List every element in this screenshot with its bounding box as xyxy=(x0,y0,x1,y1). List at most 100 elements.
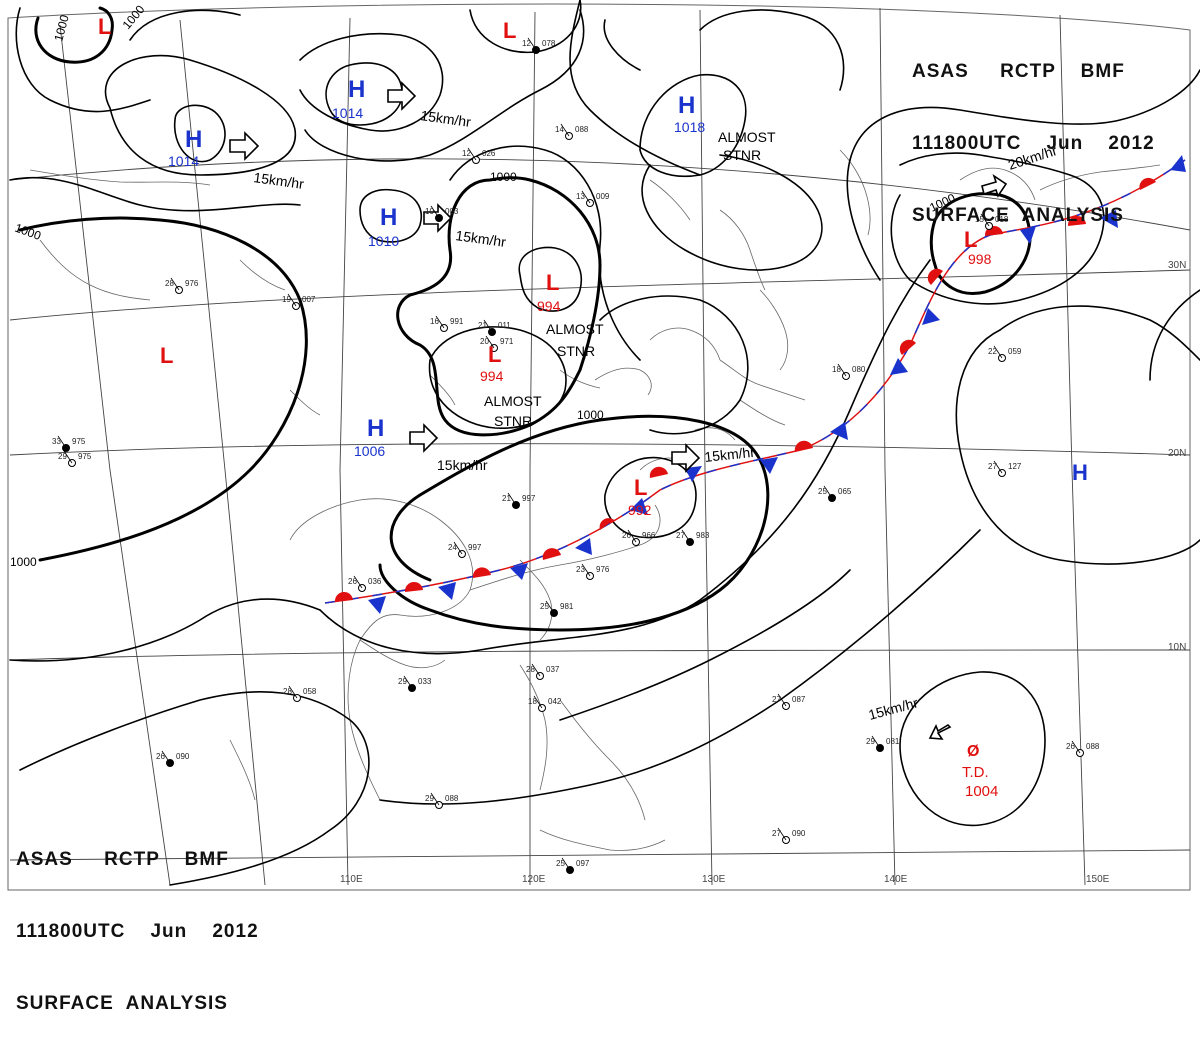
isobars xyxy=(9,0,1200,886)
header-line-time: 111800UTC Jun 2012 xyxy=(912,133,1155,154)
station-plot: 14 088 xyxy=(555,123,589,140)
station-temp: 12 xyxy=(522,39,531,48)
station-pressure: 088 xyxy=(1086,742,1100,751)
header-line-station: ASAS RCTP BMF xyxy=(16,849,229,870)
station-plot: 13 009 xyxy=(576,190,610,207)
isobar-label: 1000 xyxy=(120,2,148,32)
wind-barb xyxy=(545,600,555,614)
wind-barb xyxy=(531,663,541,677)
station-temp: 29 xyxy=(398,677,407,686)
station-temp: 21 xyxy=(478,321,487,330)
station-temp: 12 xyxy=(462,149,471,158)
motion-speed-label: 15km/hr xyxy=(704,444,756,465)
wind-barb xyxy=(507,492,517,506)
station-pressure: 976 xyxy=(596,565,610,574)
wind-barb xyxy=(871,735,881,749)
motion-arrows xyxy=(229,81,1008,740)
station-pressure: 991 xyxy=(450,317,464,326)
wind-barb xyxy=(777,827,787,841)
wind-barb xyxy=(430,792,440,806)
station-temp: 28 xyxy=(526,665,535,674)
station-temp: 29 xyxy=(58,452,67,461)
station-plot: 25 981 xyxy=(540,600,574,617)
low-pressure-value: 994 xyxy=(480,368,504,384)
station-temp: 19 xyxy=(282,295,291,304)
high-pressure-h-symbol: H xyxy=(1072,460,1088,485)
motion-speed-label: 15km/hr xyxy=(253,169,306,192)
chart-header-bottom-left: ASAS RCTP BMF 111800UTC Jun 2012 SURFACE… xyxy=(16,800,259,1040)
station-pressure: 037 xyxy=(546,665,560,674)
station-pressure: 009 xyxy=(596,192,610,201)
station-temp: 18 xyxy=(832,365,841,374)
wind-barb xyxy=(430,205,440,219)
station-pressure: 966 xyxy=(642,531,656,540)
high-pressure-h-symbol: H xyxy=(678,92,695,119)
station-pressure: 087 xyxy=(792,695,806,704)
station-plot: 10 003 xyxy=(425,205,459,222)
station-plot: 27 090 xyxy=(772,827,806,844)
station-plot: 19 007 xyxy=(282,293,316,310)
wind-barb xyxy=(777,693,787,707)
wind-barb xyxy=(527,37,537,51)
wind-barb xyxy=(161,750,171,764)
header-line-station: ASAS RCTP BMF xyxy=(912,61,1125,82)
cold-front-triangles xyxy=(368,155,1186,614)
wind-barb xyxy=(581,190,591,204)
station-temp: 26 xyxy=(348,577,357,586)
wind-barb xyxy=(170,277,180,291)
almost-stnr-label: STNR xyxy=(494,413,532,429)
wind-barb xyxy=(581,563,591,577)
station-temp: 25 xyxy=(556,859,565,868)
isobar-label: 1000 xyxy=(10,555,37,569)
wind-barb xyxy=(627,529,637,543)
high-pressure-h-symbol: H xyxy=(367,415,384,442)
station-pressure: 976 xyxy=(185,279,199,288)
motion-labels: 15km/hr 15km/hr 15km/hr 15km/hr 15km/hr … xyxy=(253,107,1060,723)
station-pressure: 036 xyxy=(368,577,382,586)
station-plot: 29 975 xyxy=(58,450,92,467)
station-temp: 29 xyxy=(425,794,434,803)
station-pressure: 090 xyxy=(176,752,190,761)
lat-label: 30N xyxy=(1168,260,1186,271)
station-pressure: 127 xyxy=(1008,462,1022,471)
station-plot: 25 097 xyxy=(556,857,590,874)
station-temp: 26 xyxy=(622,531,631,540)
stationary-front xyxy=(324,155,1186,614)
station-temp: 18 xyxy=(528,697,537,706)
station-pressure: 090 xyxy=(792,829,806,838)
low-pressure-l-symbol: L xyxy=(546,270,559,295)
station-pressure: 078 xyxy=(542,39,556,48)
station-temp: 16 xyxy=(430,317,439,326)
station-pressure: 971 xyxy=(500,337,514,346)
motion-speed-label: 15km/hr xyxy=(455,227,508,250)
station-temp: 27 xyxy=(676,531,685,540)
station-plot: 28 976 xyxy=(165,277,199,294)
lon-label: 120E xyxy=(522,874,546,885)
almost-stnr-label: STNR xyxy=(557,343,595,359)
isobar-label: 1000 xyxy=(13,221,43,243)
header-line-title: SURFACE ANALYSIS xyxy=(16,993,228,1014)
station-plot: 28 058 xyxy=(283,685,317,702)
low-pressure-l-symbol: L xyxy=(160,343,173,368)
weather-map: 12 078 14 088 16 991 10 003 20 971 29 975 33 975 28 976… xyxy=(7,0,1200,891)
lon-label: 150E xyxy=(1086,874,1110,885)
station-plot: 33 975 xyxy=(52,435,86,452)
low-pressure-l-symbol: L xyxy=(634,475,647,500)
station-pressure: 975 xyxy=(72,437,86,446)
low-pressure-l-symbol: L xyxy=(964,227,977,252)
station-pressure: 026 xyxy=(482,149,496,158)
wind-barb xyxy=(435,315,445,329)
station-temp: 26 xyxy=(1066,742,1075,751)
pressure-center-symbols: H 1014 H 1014 H 1010 H 1006 H 1018 H L L… xyxy=(98,14,1088,518)
station-plot: 27 087 xyxy=(772,693,806,710)
station-temp: 25 xyxy=(818,487,827,496)
lon-label: 110E xyxy=(340,874,363,885)
wind-barb xyxy=(453,541,463,555)
station-pressure: 018 xyxy=(995,215,1009,224)
wind-barb xyxy=(681,529,691,543)
station-temp: 10 xyxy=(425,207,434,216)
low-pressure-l-symbol: L xyxy=(503,18,516,43)
station-pressure: 059 xyxy=(1008,347,1022,356)
isobar-labels: 1000 1000 1000 1000 1000 1000 1000 xyxy=(10,2,958,569)
high-pressure-value: 1018 xyxy=(674,119,705,135)
